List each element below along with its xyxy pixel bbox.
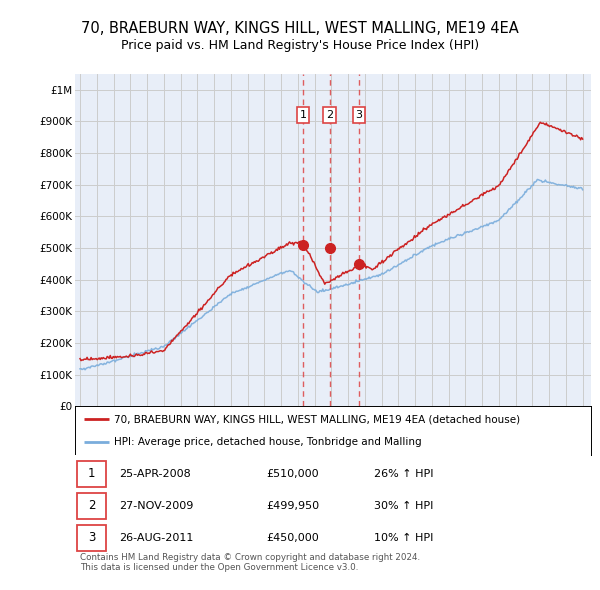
Text: 26-AUG-2011: 26-AUG-2011 (119, 533, 193, 543)
Text: 26% ↑ HPI: 26% ↑ HPI (374, 469, 434, 479)
Text: 1: 1 (299, 110, 307, 120)
Text: £450,000: £450,000 (266, 533, 319, 543)
FancyBboxPatch shape (77, 525, 106, 551)
Text: 70, BRAEBURN WAY, KINGS HILL, WEST MALLING, ME19 4EA (detached house): 70, BRAEBURN WAY, KINGS HILL, WEST MALLI… (114, 414, 520, 424)
Text: 1: 1 (88, 467, 95, 480)
Text: HPI: Average price, detached house, Tonbridge and Malling: HPI: Average price, detached house, Tonb… (114, 437, 421, 447)
Text: 2: 2 (88, 500, 95, 513)
Text: £510,000: £510,000 (266, 469, 319, 479)
Text: 3: 3 (88, 532, 95, 545)
Text: 3: 3 (355, 110, 362, 120)
FancyBboxPatch shape (77, 461, 106, 487)
Text: 30% ↑ HPI: 30% ↑ HPI (374, 501, 434, 511)
Text: Contains HM Land Registry data © Crown copyright and database right 2024.
This d: Contains HM Land Registry data © Crown c… (80, 553, 420, 572)
Text: Price paid vs. HM Land Registry's House Price Index (HPI): Price paid vs. HM Land Registry's House … (121, 39, 479, 52)
Text: 27-NOV-2009: 27-NOV-2009 (119, 501, 193, 511)
FancyBboxPatch shape (77, 493, 106, 519)
Text: 10% ↑ HPI: 10% ↑ HPI (374, 533, 434, 543)
Text: £499,950: £499,950 (266, 501, 319, 511)
Text: 25-APR-2008: 25-APR-2008 (119, 469, 191, 479)
Text: 70, BRAEBURN WAY, KINGS HILL, WEST MALLING, ME19 4EA: 70, BRAEBURN WAY, KINGS HILL, WEST MALLI… (81, 21, 519, 35)
Text: 2: 2 (326, 110, 333, 120)
